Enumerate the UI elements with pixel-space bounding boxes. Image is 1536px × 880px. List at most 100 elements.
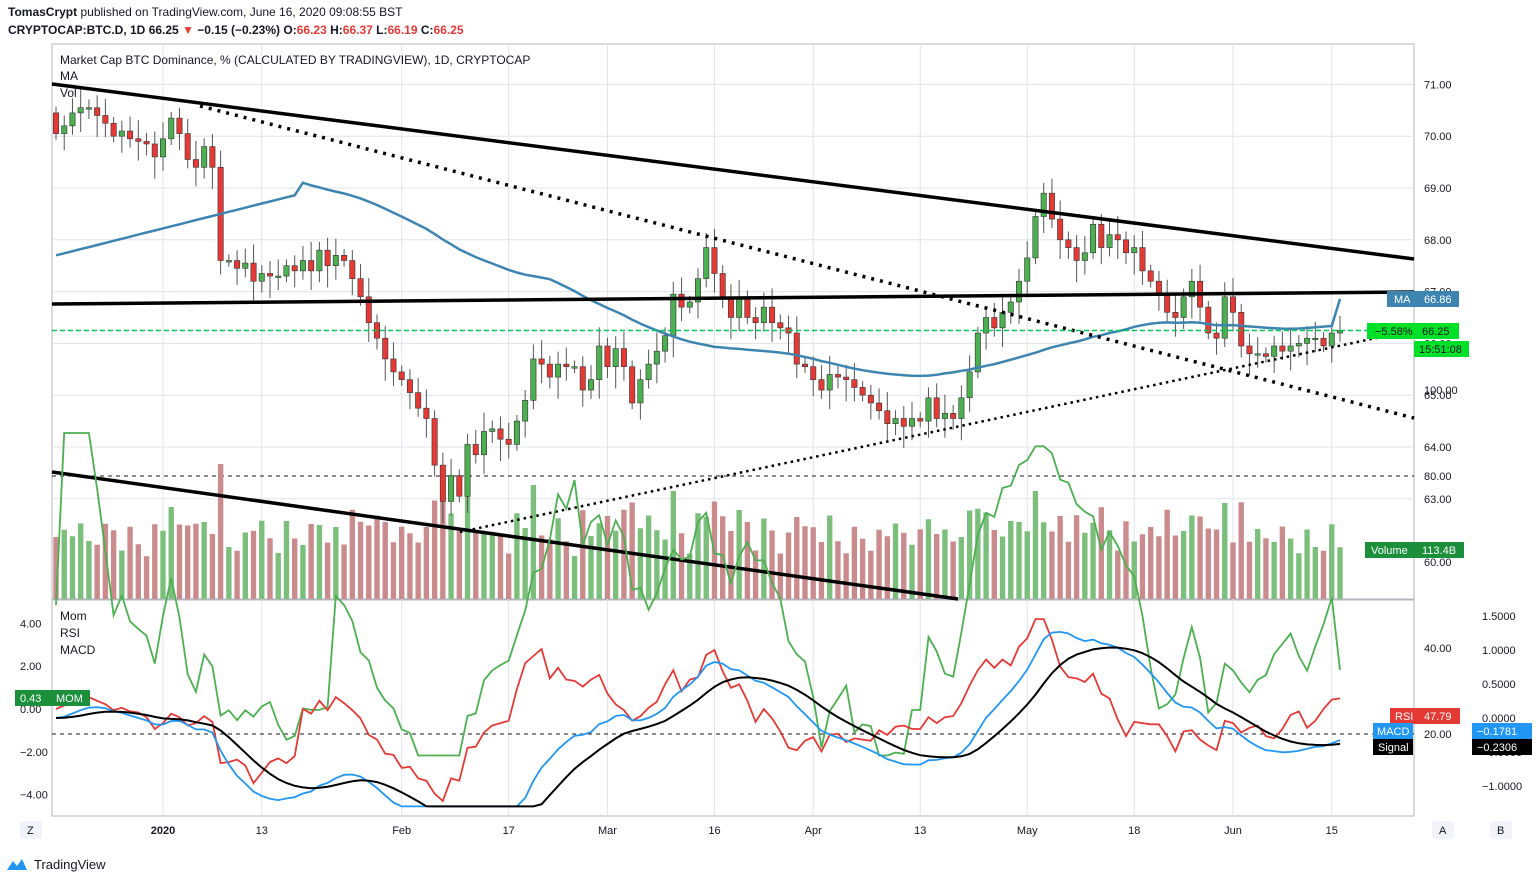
lower-trendline[interactable] bbox=[51, 470, 959, 601]
brand-name: TradingView bbox=[34, 856, 106, 872]
upper-trendline[interactable] bbox=[51, 82, 1415, 261]
candle-body bbox=[900, 418, 907, 427]
volume-bar bbox=[1205, 528, 1211, 599]
mom-tick-label: 0.00 bbox=[20, 704, 41, 716]
volume-bar bbox=[1172, 535, 1179, 599]
candle-body bbox=[752, 317, 759, 323]
legend-mom[interactable]: Mom bbox=[60, 609, 87, 623]
dotted-descending-line[interactable] bbox=[199, 104, 1415, 420]
volume-bar bbox=[176, 524, 183, 599]
candle-body bbox=[645, 363, 652, 380]
legend-ma[interactable]: MA bbox=[60, 69, 78, 83]
volume-bar bbox=[275, 553, 281, 599]
candle-body bbox=[456, 475, 463, 497]
volume-bar bbox=[1024, 531, 1030, 599]
mom-tick-label: 2.00 bbox=[20, 661, 41, 673]
time-tick-label: May bbox=[1017, 825, 1038, 837]
volume-bar bbox=[703, 517, 709, 599]
volume-bar bbox=[234, 550, 240, 599]
candle-body bbox=[933, 397, 940, 419]
price-tick-label: 71.00 bbox=[1424, 79, 1452, 91]
volume-bar bbox=[102, 523, 109, 599]
volume-bar bbox=[859, 538, 866, 599]
zoom-button-label: Z bbox=[27, 825, 34, 837]
chart-canvas[interactable]: 71.0070.0069.0068.0067.0066.0065.0064.00… bbox=[0, 0, 1536, 848]
candle-body bbox=[950, 413, 957, 419]
volume-bar bbox=[563, 541, 569, 599]
volume-bar bbox=[1049, 531, 1055, 599]
indicator-pane[interactable] bbox=[51, 599, 1415, 817]
mom-line bbox=[55, 432, 1341, 757]
mom-tick-label: 4.00 bbox=[20, 618, 41, 630]
volume-bar bbox=[341, 544, 347, 599]
volume-bar bbox=[769, 530, 775, 599]
candle-body bbox=[596, 345, 603, 380]
candle-body bbox=[1271, 345, 1278, 357]
volume-bar bbox=[604, 516, 611, 599]
candle-body bbox=[571, 366, 578, 369]
tradingview-logo[interactable]: TradingView bbox=[6, 854, 106, 874]
legend-macd[interactable]: MACD bbox=[60, 643, 96, 657]
b-scale-button[interactable]: B bbox=[1490, 821, 1512, 839]
candle-body bbox=[1254, 353, 1261, 356]
volume-bar bbox=[629, 502, 635, 599]
candle-body bbox=[612, 348, 619, 368]
volume-bar bbox=[1255, 529, 1261, 599]
candle-body bbox=[604, 345, 611, 368]
volume-bar bbox=[308, 524, 314, 599]
volume-bar bbox=[1230, 542, 1236, 599]
candle-body bbox=[637, 379, 644, 404]
candle-body bbox=[472, 444, 479, 456]
mom-tick-label: −4.00 bbox=[20, 790, 48, 802]
footer: TradingView bbox=[0, 848, 1536, 880]
candle-body bbox=[1016, 280, 1022, 303]
volume-badge: Volume 113.4B bbox=[1365, 542, 1464, 558]
grid-lines bbox=[52, 44, 1414, 816]
volume-bar bbox=[1016, 522, 1022, 599]
candle-body bbox=[291, 265, 298, 272]
legend-vol[interactable]: Vol bbox=[60, 86, 77, 100]
volume-bar bbox=[1320, 550, 1327, 599]
price-change-badge: −5.58% bbox=[1375, 326, 1413, 338]
candle-body bbox=[777, 322, 784, 329]
horizontal-resistance-line[interactable] bbox=[51, 290, 1415, 306]
candle-body bbox=[69, 112, 76, 127]
volume-bar bbox=[975, 508, 981, 599]
volume-bar bbox=[999, 536, 1006, 599]
auto-scale-button[interactable]: A bbox=[1432, 821, 1454, 839]
candle-body bbox=[324, 249, 331, 267]
dotted-ascending-line[interactable] bbox=[459, 328, 1415, 534]
volume-bar bbox=[250, 530, 257, 599]
signal-badge-label: Signal bbox=[1378, 742, 1409, 754]
volume-bar bbox=[135, 544, 141, 599]
candle-body bbox=[341, 255, 348, 261]
candle-body bbox=[242, 262, 249, 269]
volume-bar bbox=[201, 522, 207, 599]
low-value: 66.19 bbox=[387, 23, 418, 37]
volume-bar bbox=[596, 523, 602, 599]
candle-body bbox=[958, 397, 965, 419]
zoom-button[interactable]: Z bbox=[20, 821, 42, 839]
author-name[interactable]: TomasCrypt bbox=[8, 5, 78, 19]
candle-body bbox=[1180, 296, 1187, 318]
candle-body bbox=[530, 358, 537, 401]
candle-body bbox=[209, 146, 216, 168]
candle-body bbox=[1304, 337, 1311, 344]
rsi-tick-label: 60.00 bbox=[1424, 557, 1452, 569]
trendlines[interactable] bbox=[51, 82, 1415, 601]
candle-body bbox=[1246, 345, 1253, 355]
ma-line bbox=[55, 181, 1342, 378]
candle-body bbox=[991, 317, 998, 329]
candle-body bbox=[1090, 223, 1097, 254]
rsi-tick-label: 40.00 bbox=[1424, 643, 1452, 655]
volume-bar bbox=[143, 556, 150, 599]
volume-bar bbox=[1164, 509, 1170, 599]
legend-rsi[interactable]: RSI bbox=[60, 626, 80, 640]
volume-bar bbox=[1082, 532, 1088, 599]
candle-body bbox=[192, 159, 199, 168]
candle-body bbox=[61, 125, 68, 134]
time-tick-label: 17 bbox=[503, 825, 515, 837]
candle-body bbox=[406, 379, 413, 393]
volume-bar bbox=[333, 527, 339, 599]
open-label: O: bbox=[283, 23, 297, 37]
